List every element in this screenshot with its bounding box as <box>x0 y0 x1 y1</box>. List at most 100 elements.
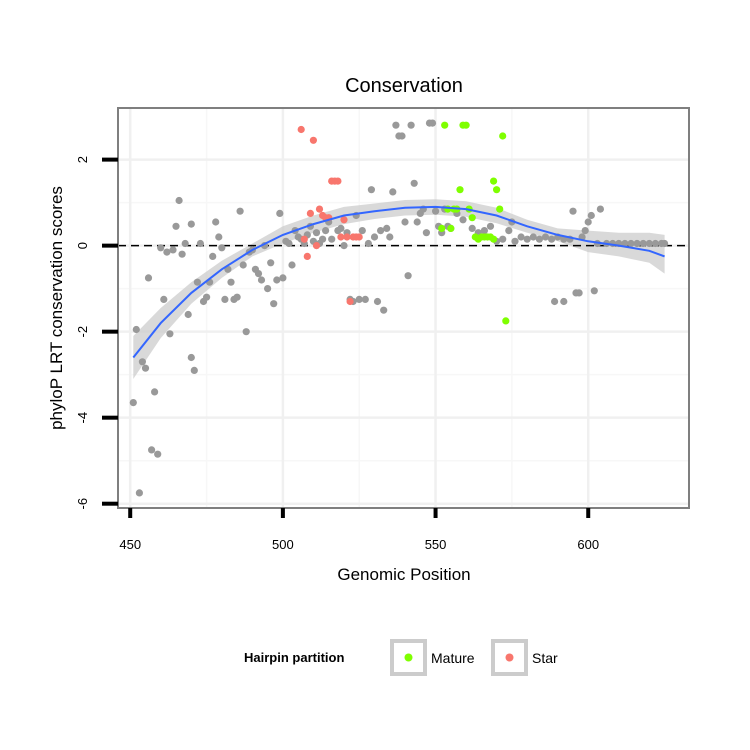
legend-title: Hairpin partition <box>244 650 344 665</box>
data-point-other <box>627 239 635 248</box>
legend: Hairpin partition Mature Star <box>244 639 558 676</box>
data-point-other <box>422 229 430 237</box>
data-point-other <box>233 293 241 301</box>
x-tick-label: 500 <box>272 537 294 552</box>
data-point-other <box>364 239 372 248</box>
data-point-star <box>334 177 342 185</box>
data-point-other <box>383 224 391 232</box>
data-point-other <box>661 239 669 248</box>
data-point-other <box>218 244 226 252</box>
data-point-other <box>398 132 406 140</box>
data-point-other <box>505 227 513 235</box>
y-tick-label: -2 <box>75 326 90 338</box>
data-point-other <box>163 248 171 256</box>
data-point-other <box>639 239 647 248</box>
data-point-other <box>541 233 550 241</box>
smooth-line <box>132 205 665 359</box>
data-point-other <box>361 295 369 303</box>
data-point-other <box>428 119 437 127</box>
data-point-star <box>297 125 305 134</box>
data-point-other <box>480 227 488 235</box>
data-point-other <box>410 179 418 187</box>
data-point-star <box>315 205 324 213</box>
data-point-other <box>236 207 244 215</box>
data-point-star <box>340 216 348 224</box>
data-point-other <box>407 121 415 129</box>
data-point-other <box>209 252 217 260</box>
data-point-star <box>309 136 317 144</box>
x-tick-label: 550 <box>425 537 447 552</box>
data-point-other <box>312 229 321 237</box>
data-point-mature <box>499 132 507 140</box>
data-point-mature <box>441 121 449 129</box>
data-point-mature <box>493 186 501 194</box>
data-point-other <box>535 235 544 243</box>
data-point-other <box>239 261 247 269</box>
data-point-other <box>517 233 525 241</box>
y-tick-label: -6 <box>75 498 90 510</box>
data-point-star <box>300 235 308 243</box>
y-tick-label: 0 <box>75 242 90 249</box>
data-point-other <box>386 233 394 241</box>
data-point-mature <box>490 177 498 185</box>
y-tick-label: 2 <box>75 156 90 163</box>
data-point-other <box>319 235 327 243</box>
data-point-other <box>645 239 653 248</box>
data-point-other <box>154 450 162 458</box>
data-point-other <box>621 239 629 248</box>
data-point-other <box>187 220 195 228</box>
data-point-other <box>151 388 159 396</box>
data-point-other <box>288 261 296 269</box>
data-point-other <box>511 237 519 245</box>
data-point-other <box>138 358 146 366</box>
data-point-other <box>276 209 284 217</box>
legend-label-mature: Mature <box>431 650 475 666</box>
legend-marker-mature <box>404 653 413 662</box>
data-point-star <box>306 209 314 217</box>
data-point-other <box>267 259 275 267</box>
data-point-other <box>358 227 366 235</box>
data-point-star <box>355 233 363 241</box>
data-point-other <box>377 227 385 235</box>
data-point-other <box>181 239 189 248</box>
data-point-other <box>285 239 293 248</box>
data-point-other <box>459 216 467 224</box>
data-point-other <box>367 186 375 194</box>
data-point-other <box>651 239 660 248</box>
legend-label-star: Star <box>532 650 558 666</box>
data-point-other <box>548 235 556 243</box>
data-point-other <box>590 287 598 295</box>
data-point-star <box>343 233 351 241</box>
data-point-other <box>596 205 605 213</box>
data-point-other <box>340 242 348 250</box>
data-point-other <box>141 364 150 372</box>
data-point-other <box>523 235 531 243</box>
data-point-other <box>148 446 156 454</box>
data-point-other <box>166 330 174 338</box>
data-point-other <box>401 218 409 226</box>
data-point-other <box>196 239 204 248</box>
data-point-other <box>242 328 250 336</box>
data-point-other <box>432 207 440 215</box>
legend-marker-star <box>505 653 514 662</box>
data-point-other <box>322 227 330 235</box>
data-point-other <box>190 366 198 374</box>
data-point-mature <box>502 317 510 325</box>
data-point-other <box>486 222 495 230</box>
data-point-other <box>132 325 140 334</box>
data-point-other <box>569 207 577 215</box>
plot-panel: 450 500 550 600 -6 -4 -2 0 2 <box>75 107 690 552</box>
data-point-other <box>273 276 281 284</box>
data-point-other <box>392 121 400 129</box>
data-point-other <box>270 300 278 308</box>
panel-border <box>117 107 690 509</box>
data-point-other <box>587 211 595 220</box>
data-point-other <box>264 285 272 293</box>
data-point-other <box>468 224 476 232</box>
data-point-other <box>193 278 201 286</box>
data-point-star <box>337 233 345 241</box>
data-point-mature <box>447 224 455 232</box>
x-tick-label: 450 <box>119 537 141 552</box>
data-point-other <box>135 489 143 497</box>
